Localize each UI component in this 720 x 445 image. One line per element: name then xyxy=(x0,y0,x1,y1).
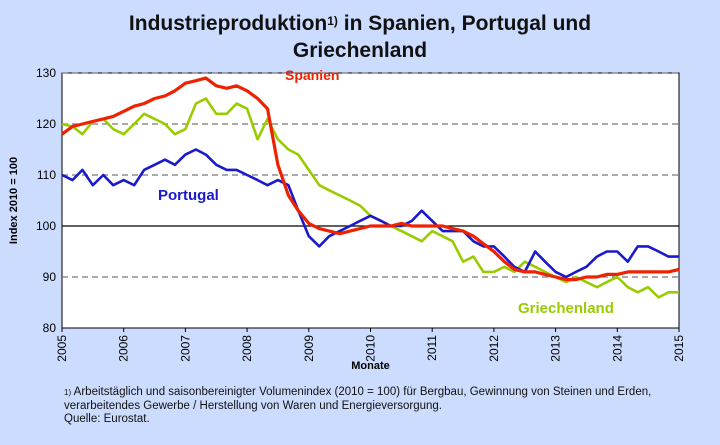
x-tick-label: 2006 xyxy=(117,335,131,362)
series-label-spanien: Spanien xyxy=(285,67,339,83)
y-tick-label: 90 xyxy=(43,270,57,284)
x-tick-label: 2014 xyxy=(610,335,624,362)
footnote-text: 1) Arbeitstäglich und saisonbereinigter … xyxy=(64,386,652,412)
x-tick-label: 2007 xyxy=(178,335,192,362)
chart-title-line2: Griechenland xyxy=(292,39,428,62)
series-label-portugal: Portugal xyxy=(158,187,219,204)
x-tick-label: 2012 xyxy=(487,335,501,362)
footnote-source: Quelle: Eurostat. xyxy=(64,413,150,425)
y-tick-label: 120 xyxy=(36,117,56,131)
y-tick-label: 130 xyxy=(36,66,56,80)
plot-area xyxy=(61,72,680,329)
series-line-portugal xyxy=(61,148,679,279)
x-tick-label: 2011 xyxy=(425,335,439,361)
series-line-spanien xyxy=(61,76,680,282)
x-tick-label: 2013 xyxy=(549,335,563,362)
x-tick-label: 2005 xyxy=(55,335,69,362)
chart-title: Industrieproduktion1) in Spanien, Portug… xyxy=(0,10,720,64)
y-axis-label: Index 2010 = 100 xyxy=(8,157,20,244)
footnote-marker: 1) xyxy=(64,388,72,397)
y-tick-label: 80 xyxy=(43,321,57,335)
x-tick-label: 2008 xyxy=(240,335,254,362)
x-tick-label: 2009 xyxy=(302,335,316,362)
title-footnote-marker: 1) xyxy=(327,14,338,28)
footnote: 1) Arbeitstäglich und saisonbereinigter … xyxy=(64,386,704,427)
x-tick-label: 2010 xyxy=(364,335,378,362)
x-tick-label: 2015 xyxy=(672,335,686,362)
series-label-griechenland: Griechenland xyxy=(518,300,614,317)
chart-title-line1: Industrieproduktion1) in Spanien, Portug… xyxy=(128,12,592,35)
y-tick-label: 100 xyxy=(36,219,56,233)
y-tick-label: 110 xyxy=(37,168,56,182)
x-axis-label: Monate xyxy=(351,360,390,372)
